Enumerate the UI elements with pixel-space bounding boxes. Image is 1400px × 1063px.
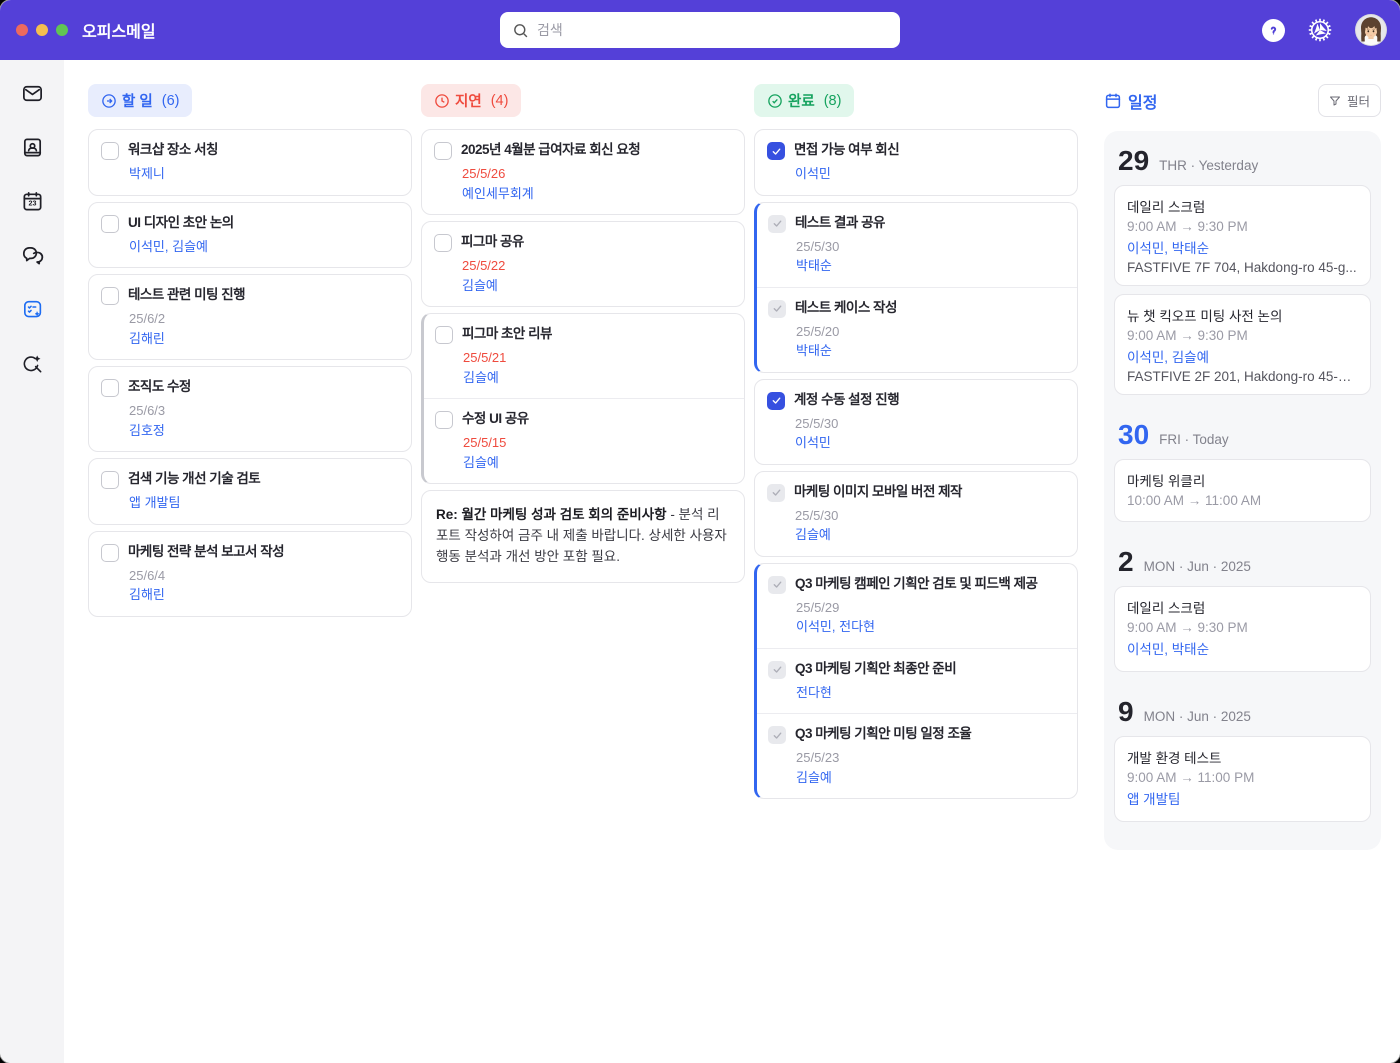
svg-text:23: 23	[28, 199, 36, 207]
